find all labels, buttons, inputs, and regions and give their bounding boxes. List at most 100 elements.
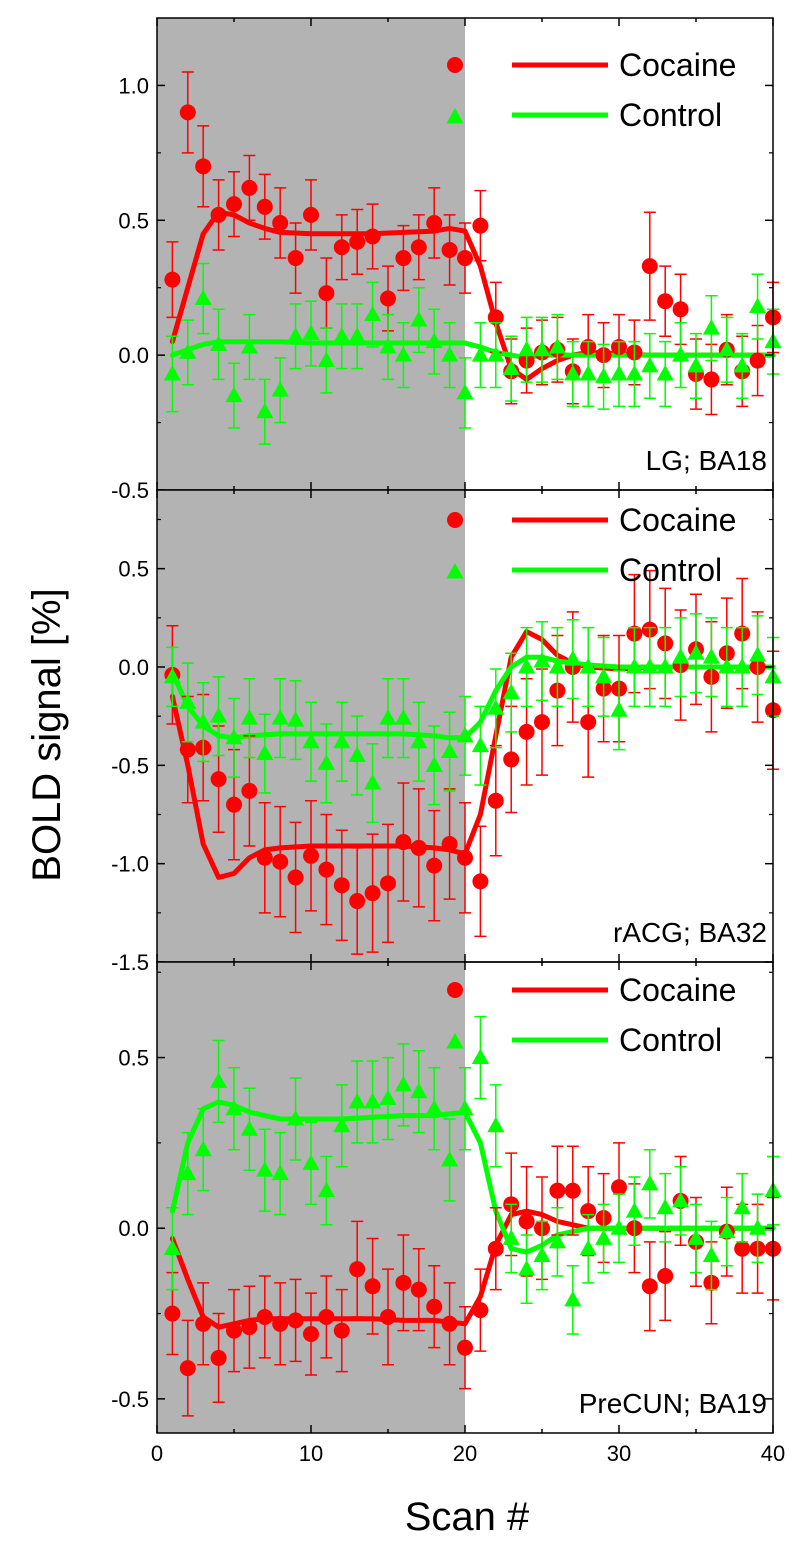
data-point-control [471, 736, 489, 753]
data-point-cocaine [364, 228, 381, 245]
panel-label: LG; BA18 [646, 445, 767, 476]
data-point-control [394, 346, 412, 362]
data-point-cocaine [487, 792, 504, 809]
data-point-control [256, 402, 274, 419]
data-point-control [240, 338, 258, 354]
data-point-control [564, 365, 582, 381]
data-point-control [595, 1229, 613, 1245]
y-tick-label: -0.5 [111, 478, 149, 503]
data-point-cocaine [657, 1268, 674, 1284]
data-point-control [718, 658, 736, 674]
data-point-control [487, 1116, 505, 1133]
data-point-control [441, 1150, 459, 1167]
data-point-control [194, 289, 212, 305]
data-point-control [302, 324, 320, 341]
data-point-cocaine [410, 1281, 427, 1298]
data-point-cocaine [241, 782, 258, 799]
data-point-control [718, 1222, 736, 1239]
data-point-cocaine [457, 849, 473, 866]
data-point-control [210, 335, 228, 351]
data-point-cocaine [179, 1360, 196, 1377]
data-point-control [702, 1246, 720, 1263]
data-point-cocaine [272, 214, 289, 231]
legend-label-cocaine: Cocaine [619, 47, 736, 83]
y-tick-label: 0.0 [118, 1216, 149, 1241]
data-point-control [271, 381, 289, 397]
data-point-control [379, 1089, 397, 1106]
data-point-control [163, 667, 181, 684]
panel-label: rACG; BA32 [613, 917, 767, 948]
data-point-control [333, 327, 351, 343]
data-point-cocaine [611, 1179, 627, 1196]
data-point-cocaine [195, 1315, 212, 1332]
data-point-control [348, 327, 366, 343]
y-axis-label: BOLD signal [%] [25, 588, 69, 881]
data-point-control [210, 707, 228, 723]
data-point-cocaine [503, 751, 520, 768]
data-point-cocaine [226, 1322, 242, 1339]
data-point-control [425, 756, 443, 772]
data-point-control [687, 644, 705, 660]
data-point-control [333, 1116, 351, 1133]
data-point-cocaine [179, 104, 196, 121]
data-point-control [394, 1075, 412, 1092]
x-tick-label: 0 [151, 1441, 163, 1466]
data-point-control [425, 1099, 443, 1116]
data-point-control [610, 701, 628, 717]
data-point-cocaine [287, 869, 304, 886]
data-point-control [240, 709, 258, 725]
panel-label: PreCUN; BA19 [579, 1388, 767, 1419]
data-point-cocaine [395, 1274, 412, 1291]
data-point-cocaine [441, 836, 458, 852]
x-tick-label: 30 [607, 1441, 631, 1466]
data-point-cocaine [303, 847, 319, 864]
data-point-control [564, 650, 582, 666]
data-point-control [518, 658, 536, 674]
y-tick-label: 0.5 [118, 1046, 149, 1071]
data-point-control [179, 343, 197, 359]
data-point-control [641, 1174, 659, 1191]
data-point-cocaine [734, 1240, 751, 1257]
y-tick-label: 0.0 [118, 343, 149, 368]
legend-label-control: Control [619, 1022, 722, 1058]
y-tick-label: 0.5 [118, 557, 149, 582]
data-point-control [749, 1219, 767, 1235]
data-point-control [733, 1198, 751, 1215]
data-point-cocaine [518, 1213, 535, 1230]
data-point-cocaine [641, 258, 658, 275]
data-point-control [410, 1082, 428, 1099]
data-point-cocaine [179, 741, 196, 758]
data-point-cocaine [487, 309, 504, 326]
data-point-cocaine [241, 179, 258, 196]
data-point-control [548, 1232, 566, 1249]
data-point-control [379, 338, 397, 354]
data-point-control [425, 332, 443, 349]
y-tick-label: 1.0 [118, 73, 149, 98]
data-point-control [625, 365, 643, 381]
data-point-cocaine [333, 877, 350, 894]
data-point-cocaine [410, 839, 427, 856]
data-point-cocaine [256, 849, 273, 866]
data-point-control [702, 319, 720, 335]
data-point-control [456, 726, 474, 743]
data-point-control [548, 658, 566, 674]
data-point-cocaine [226, 796, 242, 813]
data-point-cocaine [457, 1339, 473, 1356]
panels: -0.50.00.51.0LG; BA18CocaineControl-1.5-… [111, 17, 785, 1466]
data-point-control [579, 658, 597, 674]
x-tick-label: 20 [453, 1441, 477, 1466]
legend-marker-cocaine [447, 512, 463, 528]
panel-3: -0.5 0.0 0.5 0 10 20 30 40 PreCUN; BA19 Cocaine Co… [111, 961, 785, 1466]
data-point-control [656, 658, 674, 674]
data-point-cocaine [318, 861, 335, 878]
data-point-control [410, 732, 428, 749]
data-point-control [348, 746, 366, 762]
data-point-control [179, 693, 197, 709]
data-point-control [749, 297, 767, 314]
legend-label-control: Control [619, 552, 722, 588]
data-point-control [502, 359, 520, 376]
data-point-control [579, 1239, 597, 1256]
y-tick-label: 0.5 [118, 208, 149, 233]
data-point-cocaine [303, 1326, 319, 1343]
data-point-control [487, 346, 505, 362]
